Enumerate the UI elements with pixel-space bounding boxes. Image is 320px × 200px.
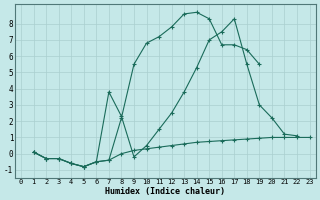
X-axis label: Humidex (Indice chaleur): Humidex (Indice chaleur)	[105, 187, 225, 196]
